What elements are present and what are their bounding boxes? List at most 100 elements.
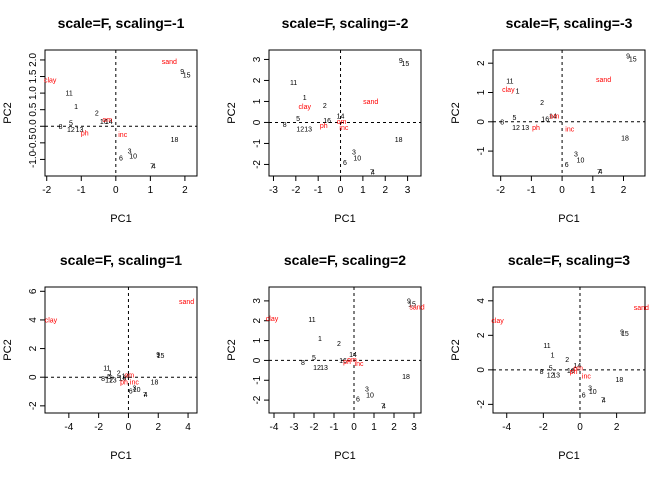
- x-axis-label: PC1: [334, 213, 355, 225]
- site-label: 11: [506, 78, 513, 85]
- y-tick-label: -2: [476, 399, 487, 408]
- site-label: 4: [599, 169, 603, 176]
- x-tick-label: 2: [621, 185, 627, 196]
- site-label: 8: [59, 124, 63, 131]
- y-tick-label: 2: [252, 77, 263, 83]
- site-label: 11: [66, 91, 73, 98]
- plot-frame: [492, 49, 646, 177]
- variable-label-ph: ph: [343, 359, 351, 366]
- site-label: 3: [588, 385, 592, 392]
- site-label: 7: [381, 404, 385, 411]
- biplot-panel-2: scale=F, scaling=-2-3 -2 -1 0 1 2 3-2-10123PC1…: [226, 15, 422, 225]
- site-label: 13: [109, 378, 117, 385]
- y-tick-label: 2: [476, 332, 487, 338]
- y-tick-label: 3: [252, 298, 263, 304]
- x-tick-label: 0: [338, 185, 344, 196]
- site-label: 2: [540, 100, 544, 107]
- x-tick-label: -1: [314, 185, 323, 196]
- site-label: 9: [626, 53, 630, 60]
- site-label: 6: [343, 160, 347, 167]
- site-label: 10: [366, 393, 374, 400]
- site-label: 4: [371, 169, 375, 176]
- y-tick-label: 0.0: [28, 119, 39, 133]
- site-label: 4: [602, 398, 606, 405]
- y-tick-label: 1: [252, 98, 263, 104]
- x-tick-label: 2: [391, 422, 397, 433]
- site-label: 12: [512, 125, 520, 132]
- site-label: 13: [521, 125, 529, 132]
- site-label: 12: [296, 126, 304, 133]
- variable-label-om: om: [550, 113, 560, 120]
- site-label: 1: [516, 89, 520, 96]
- site-label: 5: [69, 120, 73, 127]
- site-label: 14: [122, 373, 130, 380]
- site-label: 14: [105, 119, 113, 126]
- site-label: 14: [549, 113, 557, 120]
- variable-label-om: om: [347, 357, 357, 364]
- site-label: 3: [132, 385, 136, 392]
- site-label: 6: [565, 162, 569, 169]
- x-axis-label: PC1: [110, 450, 131, 462]
- plot-frame: [268, 49, 422, 177]
- plot-frame: [492, 286, 646, 414]
- site-label: 15: [157, 353, 165, 360]
- site-label: 13: [304, 126, 312, 133]
- site-label: 12: [105, 378, 113, 385]
- panel-title: scale=F, scaling=2: [284, 252, 406, 268]
- variable-label-sand: sand: [363, 99, 378, 106]
- variable-label-sand: sand: [179, 299, 194, 306]
- site-label: 12: [313, 365, 321, 372]
- site-label: 16: [567, 368, 575, 375]
- variable-label-ph: ph: [320, 123, 328, 130]
- site-label: 1: [551, 353, 555, 360]
- site-label: 14: [573, 363, 581, 370]
- y-tick-label: -1: [476, 146, 487, 155]
- x-tick-label: 0: [126, 422, 132, 433]
- site-label: 16: [323, 118, 331, 125]
- site-label: 13: [552, 373, 560, 380]
- x-tick-label: 1: [148, 185, 154, 196]
- panel-title: scale=F, scaling=3: [508, 252, 630, 268]
- y-axis-label: PC2: [450, 102, 462, 123]
- x-tick-label: 1: [371, 422, 377, 433]
- site-label: 10: [129, 154, 137, 161]
- site-label: 4: [382, 404, 386, 411]
- x-tick-label: -2: [42, 185, 51, 196]
- site-label: 7: [150, 164, 154, 171]
- x-tick-label: 0: [559, 185, 565, 196]
- biplot-panel-3: scale=F, scaling=-3-2 -1 0 1 2-1012PC1PC2159…: [450, 15, 646, 225]
- site-label: 16: [339, 358, 347, 365]
- site-label: 10: [577, 157, 585, 164]
- y-axis-label: PC2: [2, 102, 14, 123]
- y-tick-label: 2: [476, 60, 487, 66]
- x-tick-label: -1: [527, 185, 536, 196]
- y-tick-label: -1: [252, 375, 263, 384]
- y-tick-label: 1: [476, 89, 487, 95]
- x-tick-label: -1: [77, 185, 86, 196]
- x-axis-label: PC1: [558, 450, 579, 462]
- x-tick-label: 2: [614, 422, 620, 433]
- x-tick-label: -2: [310, 422, 319, 433]
- panel-title: scale=F, scaling=-2: [282, 15, 409, 31]
- site-label: 2: [95, 111, 99, 118]
- x-tick-label: -2: [539, 422, 548, 433]
- y-tick-label: 2: [28, 345, 39, 351]
- y-tick-label: 3: [252, 56, 263, 62]
- site-label: 15: [629, 56, 637, 63]
- plot-frame: [268, 286, 422, 414]
- site-label: 8: [500, 119, 504, 126]
- site-label: 8: [301, 360, 305, 367]
- y-tick-label: 4: [28, 317, 39, 323]
- site-label: 6: [582, 392, 586, 399]
- variable-label-clay: clay: [491, 318, 504, 325]
- site-label: 9: [399, 58, 403, 65]
- x-tick-label: 2: [382, 185, 388, 196]
- x-tick-label: 3: [405, 185, 411, 196]
- site-label: 3: [352, 149, 356, 156]
- variable-label-ph: ph: [532, 125, 540, 132]
- x-axis-label: PC1: [558, 213, 579, 225]
- y-axis-label: PC2: [2, 339, 14, 360]
- panel-title: scale=F, scaling=1: [60, 252, 182, 268]
- biplot-panel-6: scale=F, scaling=3-4 -2 0 2-2024PC1PC215911…: [450, 252, 649, 462]
